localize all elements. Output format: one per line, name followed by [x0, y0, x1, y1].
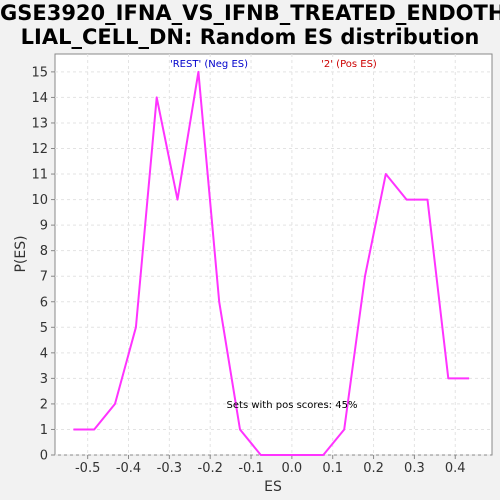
y-tick-label: 12	[31, 142, 48, 157]
y-tick-label: 2	[40, 397, 48, 412]
chart-title-line-2: LIAL_CELL_DN: Random ES distribution	[20, 25, 480, 49]
y-tick-label: 11	[31, 168, 48, 183]
grid-lines	[55, 54, 492, 456]
chart-title-line-1: GSE3920_IFNA_VS_IFNB_TREATED_ENDOTHE	[0, 1, 500, 25]
y-tick-label: 4	[40, 346, 48, 361]
x-tick-label: -0.4	[116, 461, 141, 476]
y-tick-label: 13	[31, 116, 48, 131]
y-tick-label: 6	[40, 295, 48, 310]
x-tick-label: 0.2	[363, 461, 384, 476]
axis-ticks	[51, 71, 456, 459]
y-tick-label: 10	[31, 193, 48, 208]
y-tick-label: 7	[40, 270, 48, 285]
y-axis-title: P(ES)	[13, 235, 29, 272]
x-tick-label: 0.1	[322, 461, 343, 476]
legend-pos-es: '2' (Pos ES)	[321, 59, 377, 70]
plot-area	[54, 53, 493, 456]
y-tick-label: 8	[40, 244, 48, 259]
x-tick-label: -0.2	[198, 461, 223, 476]
x-tick-label: -0.1	[238, 461, 263, 476]
legend-neg-es: 'REST' (Neg ES)	[170, 59, 248, 70]
x-tick-label: 0.3	[404, 461, 425, 476]
y-tick-label: 5	[40, 321, 48, 336]
x-tick-label: 0.4	[445, 461, 466, 476]
x-axis-title: ES	[264, 479, 282, 495]
pos-score-annotation: Sets with pos scores: 45%	[227, 400, 358, 411]
x-tick-label: -0.3	[157, 461, 182, 476]
y-tick-label: 1	[40, 423, 48, 438]
y-tick-label: 9	[40, 219, 48, 234]
y-tick-label: 0	[40, 449, 48, 464]
series-line	[73, 70, 470, 456]
x-tick-label: 0.0	[282, 461, 303, 476]
y-tick-label: 14	[31, 91, 48, 106]
y-tick-label: 3	[40, 372, 48, 387]
y-tick-label: 15	[31, 65, 48, 80]
x-tick-label: -0.5	[75, 461, 100, 476]
x-tick-labels: -0.5 -0.4 -0.3 -0.2 -0.1 0.0 0.1 0.2 0.3 0.4	[75, 461, 466, 476]
